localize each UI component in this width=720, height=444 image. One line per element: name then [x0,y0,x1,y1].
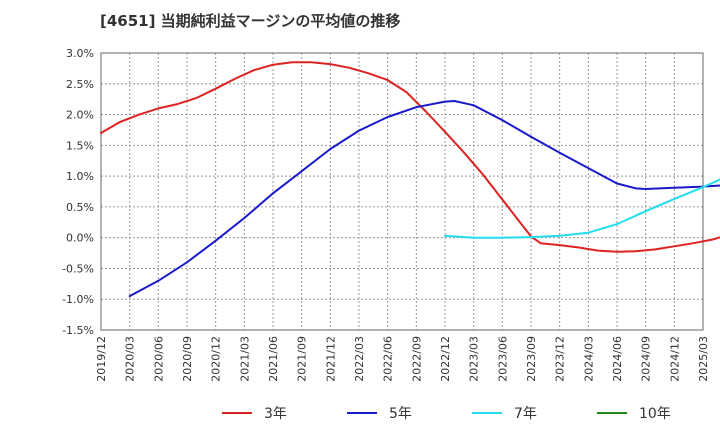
x-tick-label: 2024/06 [611,336,624,382]
x-tick-label: 2021/03 [238,336,251,382]
plot-border [100,52,704,331]
x-tick-label: 2022/12 [439,336,452,382]
y-tick-label: 1.5% [66,139,94,152]
x-tick-label: 2023/03 [468,336,481,382]
y-tick-label: -0.5% [62,262,94,275]
x-tick-label: 2022/03 [353,336,366,382]
y-tick-label: -1.5% [62,324,94,337]
x-tick-label: 2020/06 [152,336,165,382]
x-tick-label: 2020/03 [124,336,137,382]
legend-label: 10年 [639,406,671,422]
y-tick-label: -1.0% [62,293,94,306]
x-tick-label: 2019/12 [95,336,108,382]
chart-title: [4651] 当期純利益マージンの平均値の推移 [100,12,401,30]
plot-area [101,53,703,330]
y-tick-label: 2.5% [66,78,94,91]
x-tick-label: 2021/06 [267,336,280,382]
series-line [100,61,720,253]
x-tick-label: 2023/06 [496,336,509,382]
x-tick-label: 2024/03 [582,336,595,382]
legend-label: 5年 [389,406,412,422]
x-tick-label: 2020/09 [181,336,194,382]
y-tick-label: 3.0% [66,47,94,60]
x-tick-label: 2022/06 [382,336,395,382]
y-tick-label: 0.0% [66,232,94,245]
series-line [128,100,720,298]
x-tick-label: 2021/12 [324,336,337,382]
x-tick-label: 2020/12 [210,336,223,382]
x-tick-label: 2024/09 [640,336,653,382]
x-tick-label: 2023/09 [525,336,538,382]
y-tick-label: 0.5% [66,201,94,214]
y-tick-label: 2.0% [66,109,94,122]
y-tick-label: 1.0% [66,170,94,183]
x-tick-label: 2025/03 [697,336,710,382]
x-tick-label: 2024/12 [668,336,681,382]
x-tick-label: 2023/12 [554,336,567,382]
legend-label: 3年 [264,406,287,422]
x-tick-label: 2022/09 [410,336,423,382]
x-tick-label: 2021/09 [296,336,309,382]
series-line [444,178,720,239]
legend-label: 7年 [514,406,537,422]
